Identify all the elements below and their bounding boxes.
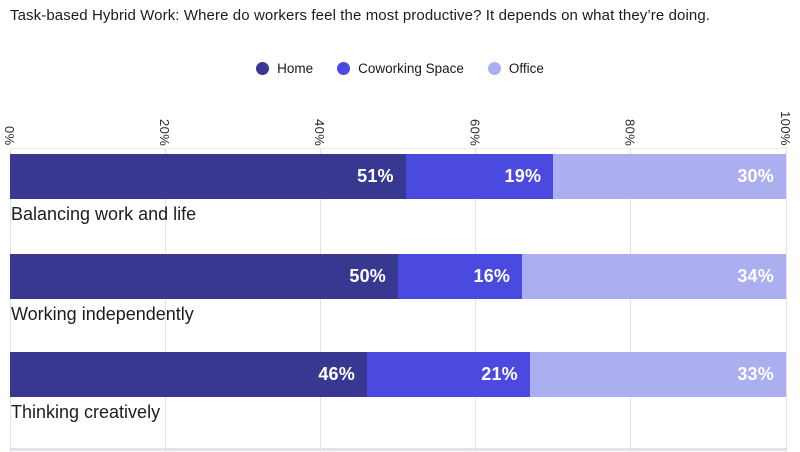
cropped-next-row-edge: [10, 448, 786, 451]
x-tick-label: 0%: [1, 126, 17, 146]
segment-value-label: 16%: [473, 266, 511, 286]
segment-value-label: 19%: [504, 166, 542, 186]
gridline: [9, 148, 11, 452]
gridline: [164, 148, 166, 452]
legend-label: Home: [277, 61, 314, 76]
bar-segment-coworking-space: 16%: [398, 254, 523, 299]
bar-row: 51% 19% 30%: [10, 154, 786, 199]
gridline: [630, 148, 632, 452]
segment-value-label: 30%: [737, 166, 774, 186]
legend-dot-icon: [487, 62, 501, 75]
segment-value-label: 34%: [737, 266, 774, 286]
legend-dot-icon: [337, 62, 351, 75]
bar-segment-office: 34%: [522, 254, 786, 299]
chart-title: Task-based Hybrid Work: Where do workers…: [10, 7, 711, 24]
x-tick-label: 80%: [622, 118, 638, 146]
legend-item-home: Home: [256, 61, 313, 76]
legend-label: Coworking Space: [358, 61, 464, 76]
bar-row: 46% 21% 33%: [10, 352, 786, 397]
bar-segment-office: 30%: [553, 154, 786, 199]
legend-label: Office: [508, 61, 544, 76]
legend-item-coworking-space: Coworking Space: [337, 61, 464, 76]
segment-value-label: 21%: [481, 364, 518, 384]
segment-value-label: 51%: [357, 166, 394, 186]
legend: Home Coworking Space Office: [0, 61, 800, 76]
gridline: [319, 148, 321, 452]
bar-segment-home: 46%: [10, 352, 367, 397]
bar-segment-home: 51%: [10, 154, 406, 199]
bar-segment-office: 33%: [529, 352, 786, 397]
gridline: [785, 148, 787, 452]
legend-item-office: Office: [487, 61, 544, 76]
x-axis-ticks: 0% 20% 40% 60% 80% 100%: [2, 103, 793, 146]
segment-value-label: 50%: [349, 266, 386, 286]
segment-value-label: 46%: [318, 364, 355, 384]
axis-top-line: [10, 148, 786, 149]
gridline: [475, 148, 477, 452]
category-label: Thinking creatively: [11, 402, 161, 422]
bar-segment-coworking-space: 19%: [405, 154, 554, 199]
legend-dot-icon: [256, 62, 270, 75]
x-tick-label: 60%: [467, 118, 483, 146]
bar-row: 50% 16% 34%: [10, 254, 786, 299]
x-tick-label: 20%: [156, 118, 172, 146]
bar-segment-home: 50%: [10, 254, 398, 299]
category-label: Working independently: [11, 304, 194, 324]
category-label: Balancing work and life: [11, 204, 197, 224]
bar-segment-coworking-space: 21%: [366, 352, 530, 397]
segment-value-label: 33%: [737, 364, 774, 384]
x-tick-label: 40%: [312, 118, 328, 146]
x-tick-label: 100%: [777, 111, 793, 146]
